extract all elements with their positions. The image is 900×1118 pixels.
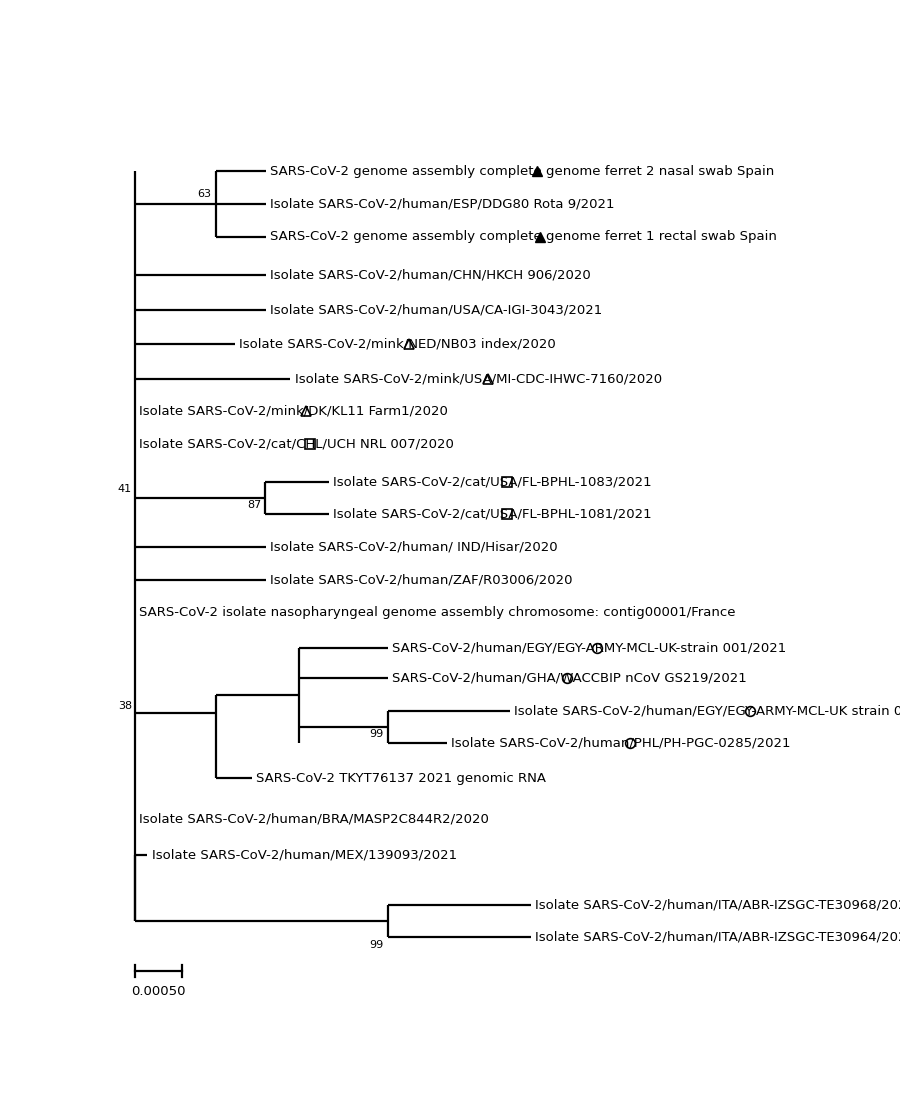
Text: 87: 87: [247, 501, 261, 511]
Text: Isolate SARS-CoV-2/human/MEX/139093/2021: Isolate SARS-CoV-2/human/MEX/139093/2021: [151, 849, 456, 861]
Text: Isolate SARS-CoV-2/human/CHN/HKCH 906/2020: Isolate SARS-CoV-2/human/CHN/HKCH 906/20…: [270, 268, 591, 282]
Text: SARS-CoV-2 TKYT76137 2021 genomic RNA: SARS-CoV-2 TKYT76137 2021 genomic RNA: [256, 771, 546, 785]
Text: SARS-CoV-2 genome assembly complete genome ferret 1 rectal swab Spain: SARS-CoV-2 genome assembly complete geno…: [270, 230, 777, 243]
Text: Isolate SARS-CoV-2/human/ITA/ABR-IZSGC-TE30968/2021: Isolate SARS-CoV-2/human/ITA/ABR-IZSGC-T…: [536, 898, 900, 911]
Text: Isolate SARS-CoV-2/cat/CHL/UCH NRL 007/2020: Isolate SARS-CoV-2/cat/CHL/UCH NRL 007/2…: [139, 437, 454, 451]
Text: Isolate SARS-CoV-2/mink/NED/NB03 index/2020: Isolate SARS-CoV-2/mink/NED/NB03 index/2…: [238, 338, 555, 351]
Text: Isolate SARS-CoV-2/human/USA/CA-IGI-3043/2021: Isolate SARS-CoV-2/human/USA/CA-IGI-3043…: [270, 303, 602, 316]
Text: Isolate SARS-CoV-2/human/ITA/ABR-IZSGC-TE30964/2021: Isolate SARS-CoV-2/human/ITA/ABR-IZSGC-T…: [536, 931, 900, 944]
Text: 99: 99: [370, 940, 383, 950]
Text: 99: 99: [370, 729, 383, 739]
Text: 38: 38: [118, 701, 132, 711]
Text: SARS-CoV-2/human/GHA/WACCBIP nCoV GS219/2021: SARS-CoV-2/human/GHA/WACCBIP nCoV GS219/…: [392, 672, 747, 684]
Text: Isolate SARS-CoV-2/cat/USA/FL-BPHL-1081/2021: Isolate SARS-CoV-2/cat/USA/FL-BPHL-1081/…: [333, 508, 652, 520]
Text: Isolate SARS-CoV-2/human/EGY/EGY-ARMY-MCL-UK strain 006/2021: Isolate SARS-CoV-2/human/EGY/EGY-ARMY-MC…: [514, 704, 900, 718]
Text: Isolate SARS-CoV-2/human/ESP/DDG80 Rota 9/2021: Isolate SARS-CoV-2/human/ESP/DDG80 Rota …: [270, 198, 615, 210]
Text: SARS-CoV-2 genome assembly complete genome ferret 2 nasal swab Spain: SARS-CoV-2 genome assembly complete geno…: [270, 164, 774, 178]
Text: Isolate SARS-CoV-2/mink/DK/KL11 Farm1/2020: Isolate SARS-CoV-2/mink/DK/KL11 Farm1/20…: [139, 405, 448, 418]
Text: Isolate SARS-CoV-2/human/PHL/PH-PGC-0285/2021: Isolate SARS-CoV-2/human/PHL/PH-PGC-0285…: [452, 737, 791, 749]
Text: 41: 41: [118, 484, 132, 493]
Text: Isolate SARS-CoV-2/human/ZAF/R03006/2020: Isolate SARS-CoV-2/human/ZAF/R03006/2020: [270, 574, 572, 587]
Text: 0.00050: 0.00050: [131, 985, 185, 997]
Text: SARS-CoV-2/human/EGY/EGY-ARMY-MCL-UK-strain 001/2021: SARS-CoV-2/human/EGY/EGY-ARMY-MCL-UK-str…: [392, 642, 787, 655]
Text: Isolate SARS-CoV-2/human/BRA/MASP2C844R2/2020: Isolate SARS-CoV-2/human/BRA/MASP2C844R2…: [139, 812, 489, 825]
Text: Isolate SARS-CoV-2/cat/USA/FL-BPHL-1083/2021: Isolate SARS-CoV-2/cat/USA/FL-BPHL-1083/…: [333, 475, 652, 489]
Text: SARS-CoV-2 isolate nasopharyngeal genome assembly chromosome: contig00001/France: SARS-CoV-2 isolate nasopharyngeal genome…: [139, 606, 735, 619]
Text: 63: 63: [197, 189, 211, 199]
Text: Isolate SARS-CoV-2/mink/USA/MI-CDC-IHWC-7160/2020: Isolate SARS-CoV-2/mink/USA/MI-CDC-IHWC-…: [294, 372, 662, 385]
Text: Isolate SARS-CoV-2/human/ IND/Hisar/2020: Isolate SARS-CoV-2/human/ IND/Hisar/2020: [270, 541, 558, 553]
